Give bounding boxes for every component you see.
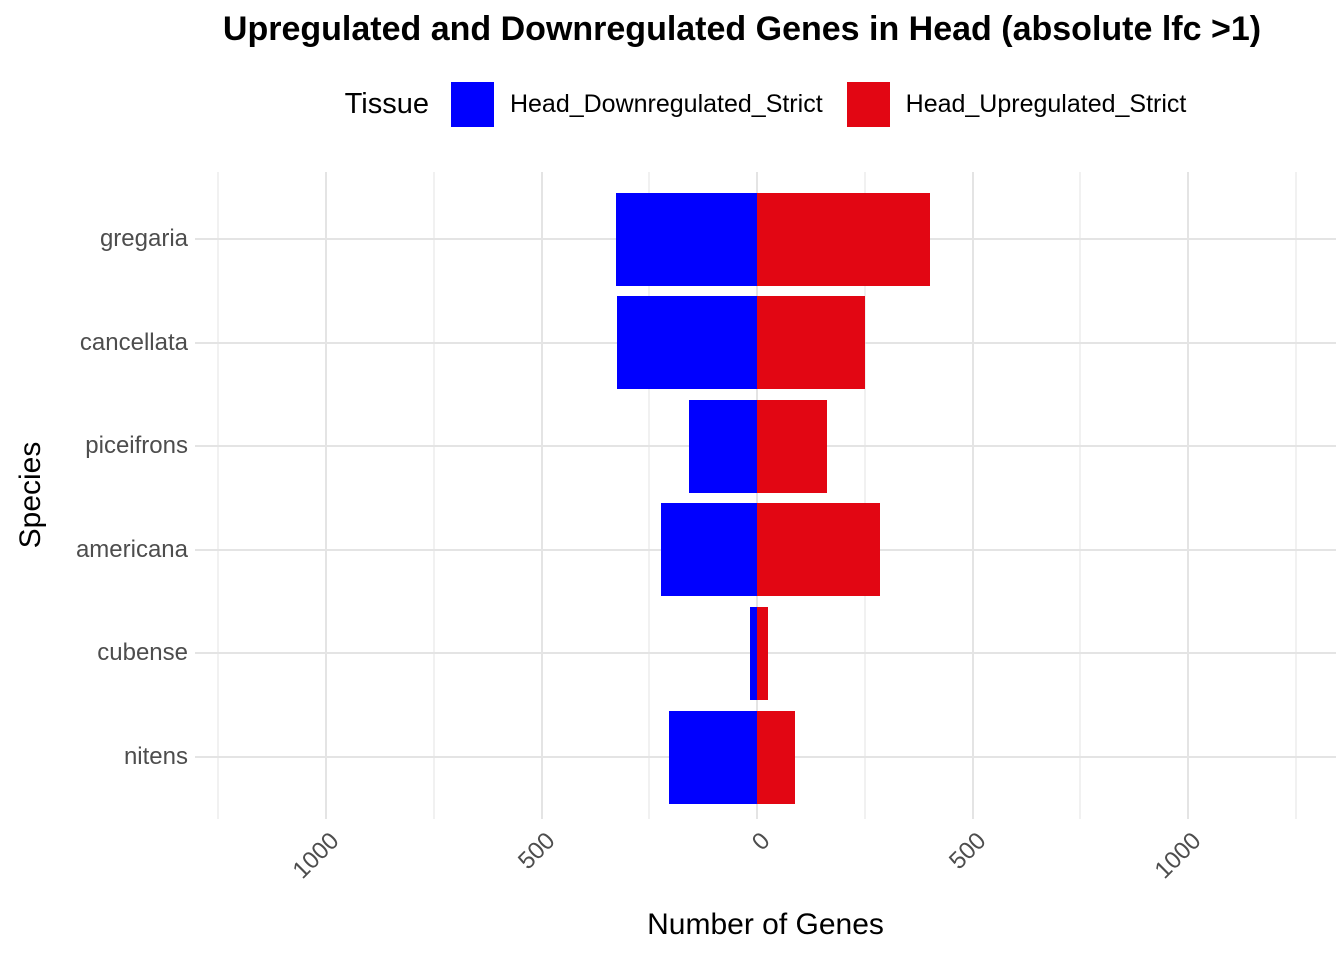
plot-panel bbox=[195, 172, 1336, 819]
gridline-vertical-minor bbox=[863, 172, 866, 819]
gridline-vertical-major bbox=[325, 172, 328, 819]
legend-label-downregulated: Head_Downregulated_Strict bbox=[509, 89, 823, 118]
gridline-vertical-major bbox=[540, 172, 543, 819]
legend-label-upregulated: Head_Upregulated_Strict bbox=[905, 89, 1187, 118]
y-tick-label: cancellata bbox=[79, 328, 188, 356]
gridline-vertical-major bbox=[971, 172, 974, 819]
gridline-vertical-major bbox=[756, 172, 759, 819]
gridline-vertical-minor bbox=[1079, 172, 1082, 819]
bar-downregulated bbox=[616, 192, 758, 286]
gridline-vertical-minor bbox=[648, 172, 651, 819]
y-tick-label: nitens bbox=[123, 743, 188, 770]
bar-downregulated bbox=[617, 296, 758, 390]
bar-downregulated bbox=[660, 503, 758, 597]
bar-upregulated bbox=[757, 296, 866, 390]
legend-title: Tissue bbox=[344, 87, 429, 120]
gridline-vertical-minor bbox=[217, 172, 220, 819]
gridline-vertical-minor bbox=[1294, 172, 1297, 819]
y-tick-label: cubense bbox=[97, 639, 188, 667]
y-tick-label: gregaria bbox=[99, 225, 188, 252]
legend-swatch-downregulated-icon bbox=[450, 81, 494, 127]
legend-swatch-upregulated-icon bbox=[846, 81, 890, 127]
bar-upregulated bbox=[757, 503, 880, 597]
bar-upregulated bbox=[757, 710, 796, 804]
bar-downregulated bbox=[750, 606, 758, 700]
bar-downregulated bbox=[669, 710, 758, 804]
legend: Tissue Head_Downregulated_Strict Head_Up… bbox=[195, 76, 1336, 132]
chart-title: Upregulated and Downregulated Genes in H… bbox=[222, 10, 1262, 48]
gridline-vertical-minor bbox=[432, 172, 435, 819]
y-tick-label: americana bbox=[75, 535, 188, 563]
legend-item-upregulated: Head_Upregulated_Strict bbox=[846, 81, 1187, 127]
bar-upregulated bbox=[757, 606, 768, 700]
bar-upregulated bbox=[757, 192, 930, 286]
bar-downregulated bbox=[688, 399, 758, 493]
gridline-vertical-major bbox=[1187, 172, 1190, 819]
y-tick-label: piceifrons bbox=[85, 432, 188, 460]
bar-upregulated bbox=[757, 399, 827, 493]
x-axis-title: Number of Genes bbox=[647, 908, 884, 941]
legend-item-downregulated: Head_Downregulated_Strict bbox=[450, 81, 823, 127]
